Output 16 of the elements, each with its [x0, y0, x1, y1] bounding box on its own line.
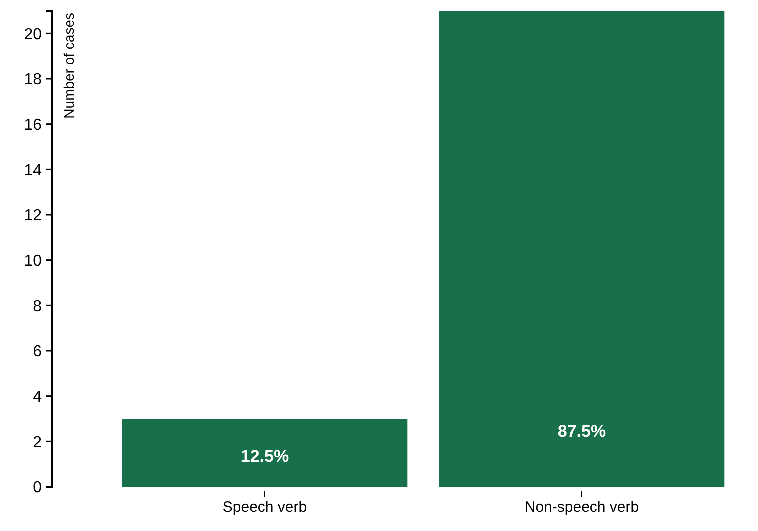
- y-tick-label: 16: [24, 116, 42, 134]
- annotation: 12.5%: [240, 447, 290, 466]
- y-tick-label: 10: [24, 252, 42, 270]
- y-tick-label: 8: [33, 298, 42, 316]
- y-tick-label: 0: [33, 480, 42, 497]
- y-tick-label: 12: [24, 208, 42, 225]
- y-tick-label: 4: [33, 388, 42, 406]
- y-tick-label: 20: [24, 26, 42, 44]
- y-tick-label: 14: [24, 162, 42, 180]
- y-axis-title: Number of cases: [61, 13, 77, 119]
- x-tick-label: Non-speech verb: [524, 499, 640, 516]
- y-tick-label: 18: [24, 72, 42, 89]
- annotation: 87.5%: [558, 422, 606, 441]
- y-tick-label: 6: [33, 344, 42, 361]
- x-tick-label: Speech verb: [222, 499, 308, 516]
- y-tick-label: 2: [33, 434, 42, 452]
